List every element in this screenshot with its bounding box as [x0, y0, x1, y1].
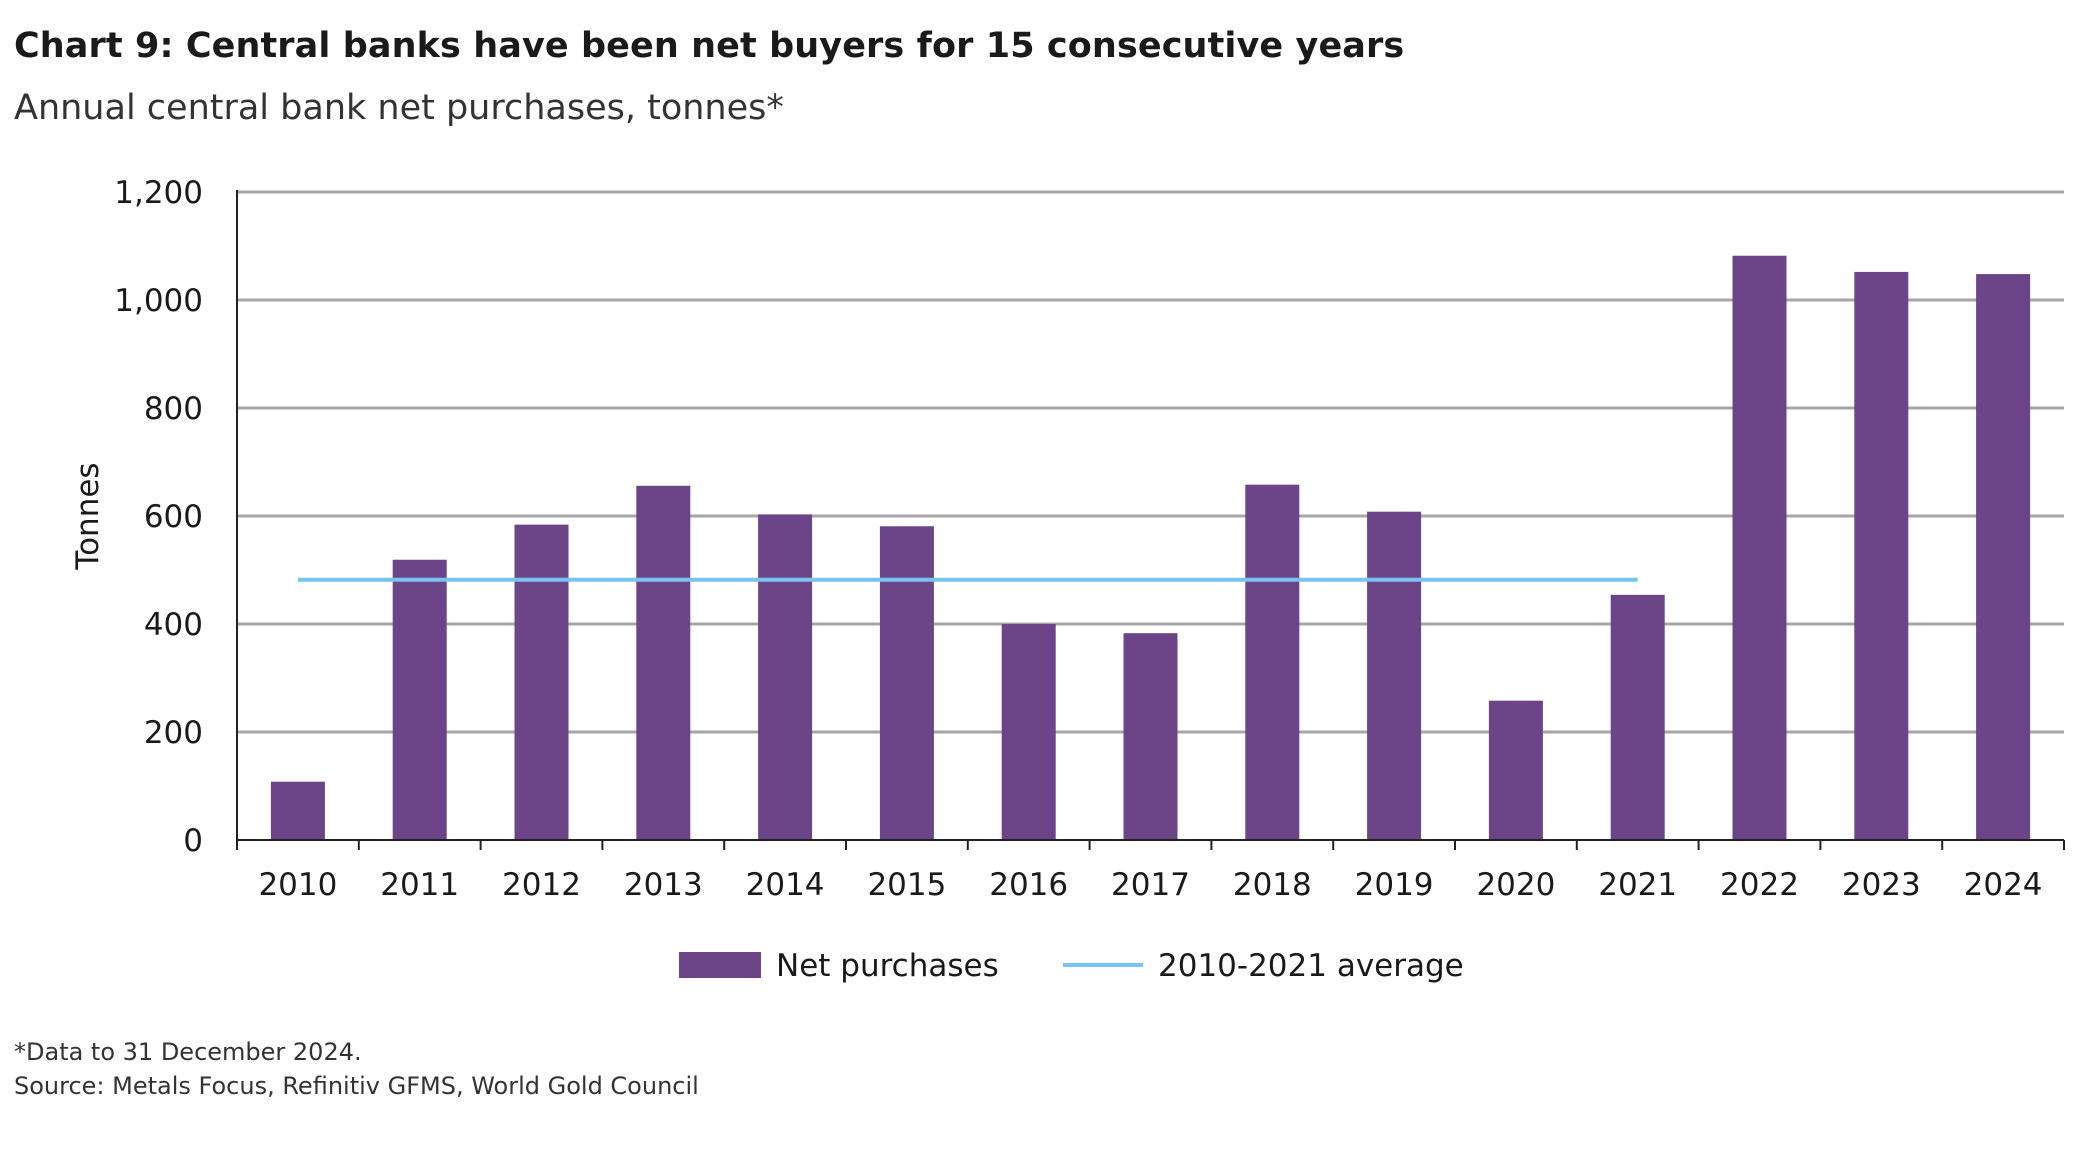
bar-2024: [1976, 274, 2031, 841]
bar-2015: [879, 526, 934, 840]
x-tick-label-2020: 2020: [1476, 867, 1555, 903]
x-tick-label-2023: 2023: [1842, 867, 1921, 903]
bar-2017: [1123, 633, 1178, 840]
footnote: *Data to 31 December 2024.: [14, 1038, 362, 1066]
x-tick-label-2012: 2012: [502, 867, 581, 903]
x-tick-label-2024: 2024: [1964, 867, 2043, 903]
y-tick-label-200: 200: [144, 715, 203, 751]
y-tick-label-800: 800: [144, 391, 203, 427]
bar-2018: [1245, 484, 1300, 840]
bar-2010: [270, 781, 325, 840]
bar-2013: [636, 485, 691, 840]
y-axis-title: Tonnes: [70, 462, 106, 570]
legend: Net purchases 2010-2021 average: [679, 948, 1464, 984]
chart-title: Chart 9: Central banks have been net buy…: [14, 26, 1405, 66]
legend-label-average: 2010-2021 average: [1158, 948, 1464, 984]
x-tick-label-2022: 2022: [1720, 867, 1799, 903]
y-tick-label-400: 400: [144, 607, 203, 643]
x-tick-label-2011: 2011: [380, 867, 459, 903]
x-tick-label-2010: 2010: [258, 867, 337, 903]
bar-2012: [514, 524, 569, 840]
bar-2021: [1610, 594, 1665, 840]
y-tick-label-600: 600: [144, 499, 203, 535]
bar-2016: [1001, 624, 1056, 840]
x-tick-label-2017: 2017: [1111, 867, 1190, 903]
bar-2011: [392, 559, 447, 840]
legend-swatch-net-purchases: [679, 952, 761, 978]
x-tick-label-2019: 2019: [1355, 867, 1434, 903]
bars: [270, 255, 2031, 841]
x-tick-label-2021: 2021: [1598, 867, 1677, 903]
x-tick-label-2016: 2016: [989, 867, 1068, 903]
bar-2014: [758, 514, 813, 840]
y-tick-label-1000: 1,000: [114, 283, 203, 319]
x-tick-label-2013: 2013: [624, 867, 703, 903]
source-note: Source: Metals Focus, Refinitiv GFMS, Wo…: [14, 1072, 699, 1100]
bar-2020: [1488, 700, 1543, 840]
legend-label-net-purchases: Net purchases: [776, 948, 999, 984]
axes: 0 200 400 600 800 1,000 1,200 2010 2011 2012 2013 2…: [70, 175, 2065, 903]
x-tick-label-2015: 2015: [867, 867, 946, 903]
chart-subtitle: Annual central bank net purchases, tonne…: [14, 88, 784, 128]
y-tick-label-1200: 1,200: [114, 175, 203, 211]
bar-2019: [1367, 511, 1422, 840]
bar-2023: [1854, 271, 1909, 840]
y-tick-label-0: 0: [183, 823, 203, 859]
bar-2022: [1732, 255, 1787, 841]
x-tick-label-2018: 2018: [1233, 867, 1312, 903]
x-tick-label-2014: 2014: [746, 867, 825, 903]
